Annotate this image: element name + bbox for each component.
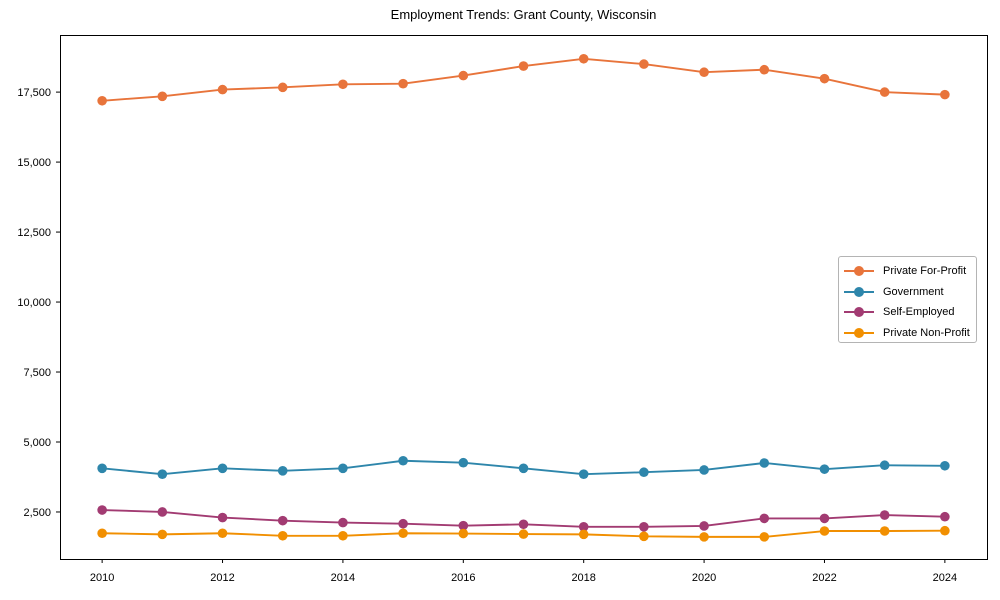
legend-marker-dot-icon [854, 286, 864, 297]
data-point-private-non-profit-2022 [819, 526, 830, 536]
legend: Private For-Profit Government Self-Emplo… [838, 256, 977, 343]
y-axis-tick-label: 12,500 [17, 227, 51, 239]
y-axis-tick-label: 10,000 [17, 297, 51, 309]
data-point-private-non-profit-2019 [639, 531, 649, 542]
data-point-private-for-profit-2024 [940, 89, 950, 100]
data-point-self-employed-2013 [277, 515, 288, 526]
legend-label: Government [883, 285, 944, 298]
data-point-private-for-profit-2012 [217, 84, 228, 95]
data-point-private-non-profit-2015 [398, 528, 408, 539]
data-point-private-non-profit-2016 [458, 528, 469, 539]
data-point-private-non-profit-2021 [759, 532, 770, 542]
data-point-private-for-profit-2022 [819, 73, 830, 84]
data-point-private-non-profit-2020 [699, 532, 709, 542]
data-point-government-2019 [639, 467, 649, 478]
data-point-government-2014 [338, 463, 348, 474]
data-point-private-for-profit-2021 [759, 64, 770, 75]
data-point-government-2016 [458, 457, 469, 468]
data-point-private-for-profit-2015 [398, 78, 408, 89]
plot-border [60, 35, 988, 560]
data-point-private-for-profit-2018 [578, 53, 589, 64]
legend-swatch [844, 307, 874, 318]
data-point-private-non-profit-2024 [940, 525, 950, 536]
legend-label: Private Non-Profit [883, 326, 970, 339]
data-point-private-for-profit-2011 [157, 91, 168, 102]
legend-label: Private For-Profit [883, 265, 967, 278]
legend-marker-dot-icon [854, 307, 864, 318]
legend-marker-dot-icon [854, 327, 864, 338]
data-point-government-2012 [217, 463, 228, 474]
y-axis-tick-label: 2,500 [23, 507, 51, 519]
data-point-self-employed-2023 [879, 510, 890, 520]
data-point-private-for-profit-2019 [639, 59, 649, 69]
data-point-private-non-profit-2011 [157, 529, 168, 540]
data-point-government-2010 [97, 463, 107, 474]
data-point-private-non-profit-2018 [578, 529, 589, 540]
chart-title: Employment Trends: Grant County, Wiscons… [390, 7, 657, 22]
x-axis-tick-label: 2016 [451, 572, 475, 584]
x-axis-tick-label: 2020 [692, 572, 716, 584]
data-point-government-2017 [518, 463, 529, 474]
data-point-self-employed-2019 [639, 522, 649, 532]
data-point-self-employed-2020 [699, 521, 709, 531]
data-point-private-non-profit-2014 [338, 530, 348, 541]
data-point-private-non-profit-2010 [97, 528, 107, 539]
data-point-government-2023 [879, 460, 890, 471]
legend-label: Self-Employed [883, 306, 955, 319]
data-point-self-employed-2016 [458, 520, 469, 531]
data-point-self-employed-2011 [157, 507, 168, 517]
legend-item-self-employed: Self-Employed [844, 302, 976, 323]
data-point-government-2015 [398, 455, 408, 466]
data-point-private-for-profit-2023 [879, 87, 890, 97]
data-point-private-for-profit-2013 [277, 82, 288, 93]
legend-item-government: Government [844, 282, 976, 303]
data-point-private-for-profit-2017 [518, 61, 529, 71]
data-point-self-employed-2022 [819, 513, 830, 524]
legend-swatch [844, 327, 874, 338]
data-point-self-employed-2018 [578, 522, 589, 532]
data-point-self-employed-2015 [398, 518, 408, 529]
data-point-government-2022 [819, 464, 830, 474]
data-point-government-2021 [759, 458, 770, 468]
legend-item-private-for-profit: Private For-Profit [844, 261, 976, 282]
data-point-government-2024 [940, 460, 950, 471]
data-point-government-2013 [277, 466, 288, 476]
y-axis-tick-label: 15,000 [17, 157, 51, 169]
x-axis-tick-label: 2014 [331, 572, 355, 584]
data-point-private-non-profit-2013 [277, 530, 288, 541]
x-axis-tick-label: 2018 [571, 572, 595, 584]
data-point-private-for-profit-2020 [699, 67, 709, 78]
data-point-government-2020 [699, 465, 709, 475]
y-axis-tick-label: 5,000 [23, 437, 51, 449]
data-point-private-non-profit-2012 [217, 528, 228, 539]
x-axis-tick-label: 2022 [812, 572, 836, 584]
y-axis-tick-label: 17,500 [17, 87, 51, 99]
data-point-private-non-profit-2023 [879, 526, 890, 536]
data-point-private-for-profit-2014 [338, 79, 348, 90]
data-point-self-employed-2017 [518, 519, 529, 530]
data-point-private-non-profit-2017 [518, 529, 529, 539]
legend-marker-dot-icon [854, 266, 864, 277]
data-point-private-for-profit-2010 [97, 95, 107, 106]
legend-swatch [844, 286, 874, 297]
data-point-government-2011 [157, 469, 168, 479]
data-point-self-employed-2010 [97, 505, 107, 515]
y-axis-tick-label: 7,500 [23, 367, 51, 379]
data-point-self-employed-2012 [217, 512, 228, 523]
data-point-self-employed-2014 [338, 517, 348, 528]
data-point-self-employed-2021 [759, 513, 770, 524]
x-axis-tick-label: 2010 [90, 572, 114, 584]
data-point-self-employed-2024 [940, 511, 950, 522]
data-point-government-2018 [578, 469, 589, 479]
x-axis-tick-label: 2012 [210, 572, 234, 584]
legend-item-private-non-profit: Private Non-Profit [844, 323, 976, 344]
data-point-private-for-profit-2016 [458, 70, 469, 81]
legend-swatch [844, 266, 874, 277]
x-axis-tick-label: 2024 [933, 572, 957, 584]
